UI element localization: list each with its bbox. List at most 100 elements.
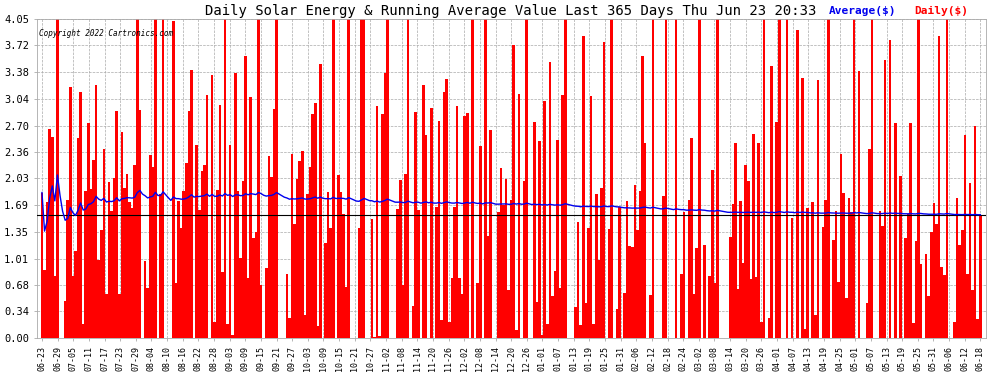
Bar [608,230,611,338]
Bar [858,71,860,338]
Bar [616,309,618,338]
Bar [84,191,87,338]
Bar [144,261,147,338]
Bar [453,207,455,338]
Text: Daily($): Daily($) [915,6,968,16]
Bar [742,264,744,338]
Bar [737,289,740,338]
Bar [642,56,644,338]
Bar [240,258,242,338]
Bar [229,145,232,338]
Bar [595,194,598,338]
Bar [812,202,814,338]
Bar [74,251,77,338]
Bar [598,260,600,338]
Bar [942,275,945,338]
Bar [489,130,492,338]
Bar [523,181,526,338]
Bar [376,106,378,338]
Bar [463,116,466,338]
Bar [744,165,747,338]
Bar [245,56,247,338]
Bar [87,123,90,338]
Bar [396,210,399,338]
Bar [930,232,933,338]
Bar [154,20,156,338]
Bar [956,198,958,338]
Bar [330,228,332,338]
Bar [363,20,365,338]
Bar [749,279,752,338]
Bar [814,315,817,338]
Bar [370,219,373,338]
Bar [835,211,838,338]
Bar [188,111,190,338]
Bar [479,146,481,338]
Bar [381,114,383,338]
Bar [698,20,701,338]
Bar [285,274,288,338]
Bar [693,294,696,338]
Bar [97,260,100,338]
Bar [177,201,180,338]
Bar [976,319,979,338]
Bar [252,238,254,338]
Bar [497,212,500,338]
Bar [134,165,136,338]
Bar [360,20,363,338]
Bar [582,36,585,338]
Bar [216,189,219,338]
Bar [267,156,270,338]
Bar [425,135,428,338]
Bar [378,336,381,338]
Bar [778,20,780,338]
Bar [319,64,322,338]
Bar [116,111,118,338]
Bar [545,324,548,338]
Bar [304,315,306,338]
Bar [136,20,139,338]
Bar [539,141,541,338]
Bar [257,20,259,338]
Bar [386,20,389,338]
Bar [747,181,749,338]
Bar [953,322,956,338]
Bar [920,264,923,338]
Bar [126,174,129,338]
Bar [422,85,425,338]
Bar [518,94,520,338]
Bar [850,212,852,338]
Bar [129,202,131,338]
Bar [357,228,360,338]
Bar [682,212,685,338]
Bar [113,178,116,338]
Bar [314,103,317,338]
Bar [637,230,639,338]
Bar [740,201,742,338]
Bar [224,20,227,338]
Bar [526,20,528,338]
Bar [536,302,539,338]
Bar [938,36,940,338]
Bar [664,20,667,338]
Bar [649,295,651,338]
Bar [629,246,631,338]
Bar [296,179,298,338]
Bar [41,192,44,338]
Bar [533,122,536,338]
Bar [716,20,719,338]
Bar [592,324,595,338]
Bar [404,174,407,338]
Bar [590,96,592,338]
Bar [881,226,884,338]
Bar [574,307,577,338]
Bar [172,21,174,338]
Bar [69,87,71,338]
Bar [541,335,544,338]
Bar [291,154,293,338]
Bar [110,211,113,338]
Bar [817,80,819,338]
Bar [458,278,461,338]
Bar [247,278,249,338]
Bar [675,20,677,338]
